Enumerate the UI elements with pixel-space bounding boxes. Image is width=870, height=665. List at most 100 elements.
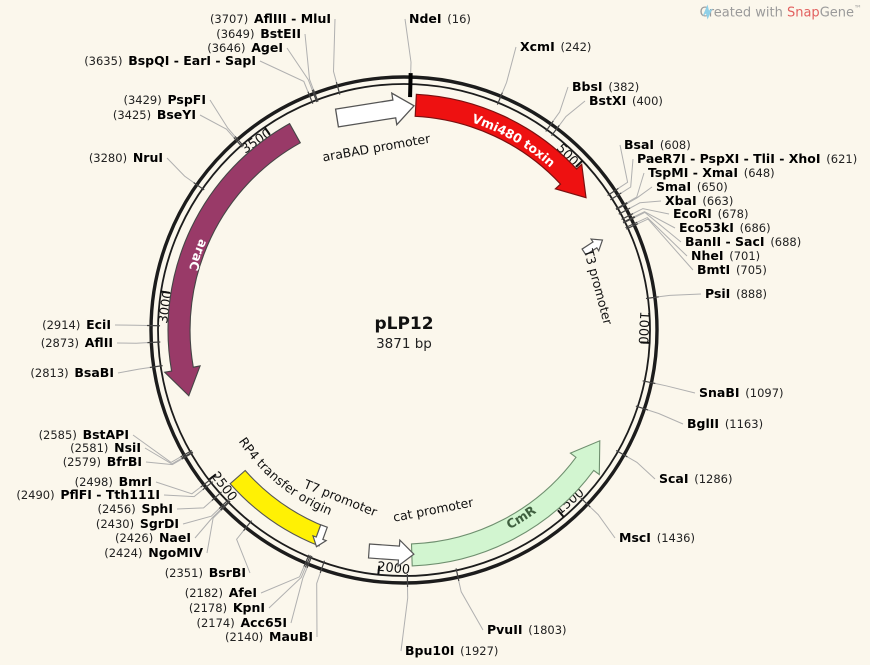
enzyme-site-AflII[interactable]: (2873) AflII [41, 335, 161, 350]
enzyme-label: (2174) Acc65I [196, 615, 287, 630]
enzyme-site-AgeI[interactable]: (3646) AgeI [207, 40, 318, 103]
enzyme-label: (2579) BfrBI [63, 454, 142, 469]
enzyme-label: NheI (701) [691, 248, 760, 263]
enzyme-leader-line [316, 572, 321, 638]
enzyme-site-tick [306, 555, 313, 569]
enzyme-leader-line [268, 567, 306, 609]
enzyme-site-tick [615, 202, 628, 211]
enzyme-site-PflFI-Tth111I[interactable]: (2490) PflFI - Tth111I [16, 481, 214, 502]
enzyme-site-PspFI[interactable]: (3429) PspFI [123, 92, 245, 147]
enzyme-site-NaeI[interactable]: (2426) NaeI [115, 500, 231, 545]
enzyme-site-TspMI-XmaI[interactable]: TspMI - XmaI (648) [615, 165, 775, 210]
enzyme-site-XbaI[interactable]: XbaI (663) [618, 193, 734, 215]
enzyme-leader-line [629, 200, 662, 209]
enzyme-site-tick [623, 216, 636, 224]
enzyme-site-tick [211, 491, 222, 502]
enzyme-leader-line [260, 566, 305, 594]
enzyme-label: (2430) SgrDI [96, 516, 179, 531]
enzyme-site-BsaBI[interactable]: (2813) BsaBI [30, 365, 163, 380]
enzyme-site-tick [180, 449, 193, 458]
enzyme-site-PvuII[interactable]: PvuII (1803) [455, 568, 567, 637]
enzyme-site-NsiI[interactable]: (2581) NsiI [70, 440, 193, 465]
enzyme-site-AflIII-MluI[interactable]: (3707) AflIII - MluI [210, 11, 341, 95]
enzyme-leader-line [501, 46, 517, 93]
plasmid-title: pLP12 [374, 314, 433, 334]
scale-tick-label: 1000 [635, 311, 652, 345]
enzyme-site-BmrI[interactable]: (2498) BmrI [75, 474, 212, 495]
enzyme-site-EciI[interactable]: (2914) EciI [42, 317, 161, 332]
enzyme-site-BstAPI[interactable]: (2585) BstAPI [39, 427, 193, 463]
scale-tick [208, 473, 217, 481]
enzyme-leader-line [559, 100, 586, 126]
enzyme-site-ScaI[interactable]: ScaI (1286) [615, 449, 733, 486]
feature-label-t3: T3 promoter [581, 246, 616, 327]
enzyme-site-Acc65I[interactable]: (2174) Acc65I [196, 555, 313, 630]
enzyme-label: XbaI (663) [665, 193, 733, 208]
enzyme-site-XcmI[interactable]: XcmI (242) [496, 39, 591, 105]
enzyme-site-tick [193, 181, 205, 191]
enzyme-site-Eco53kI[interactable]: Eco53kI (686) [622, 211, 771, 235]
enzyme-label: BbsI (382) [572, 79, 639, 94]
enzyme-label: ScaI (1286) [659, 471, 733, 486]
feature-t7-promoter[interactable] [310, 524, 331, 549]
enzyme-site-BspQI-EarI-SapI[interactable]: (3635) BspQI - EarI - SapI [84, 53, 314, 104]
enzyme-site-tick [307, 91, 314, 104]
enzyme-label: NdeI (16) [409, 11, 471, 26]
enzyme-site-EcoRI[interactable]: EcoRI (678) [621, 206, 749, 221]
feature-cat-promoter[interactable] [367, 538, 415, 568]
enzyme-site-tick [319, 560, 326, 574]
enzyme-site-PaeR7I-PspXI-TliI-XhoI[interactable]: PaeR7I - PspXI - TliI - XhoI (621) [610, 151, 857, 201]
enzyme-site-SmaI[interactable]: SmaI (650) [615, 179, 728, 211]
enzyme-label: Eco53kI (686) [679, 220, 771, 235]
enzyme-site-AfeI[interactable]: (2182) AfeI [185, 554, 310, 600]
enzyme-label: BsaI (608) [624, 137, 691, 152]
enzyme-label: (2426) NaeI [115, 530, 191, 545]
enzyme-leader-line [648, 409, 684, 425]
enzyme-label: (3425) BseYI [113, 107, 196, 122]
enzyme-site-BsaI[interactable]: BsaI (608) [607, 137, 691, 196]
enzyme-site-BmtI[interactable]: BmtI (705) [625, 218, 767, 277]
enzyme-site-NgoMIV[interactable]: (2424) NgoMIV [104, 500, 231, 560]
enzyme-site-BglII[interactable]: BglII (1163) [635, 405, 763, 431]
enzyme-site-Bpu10I[interactable]: Bpu10I (1927) [400, 573, 498, 658]
enzyme-leader-line [626, 172, 645, 203]
enzyme-site-tick [220, 500, 231, 511]
feature-arac[interactable] [163, 122, 302, 397]
feature-cmr[interactable] [410, 439, 601, 567]
enzyme-site-BsrBI[interactable]: (2351) BsrBI [165, 520, 253, 580]
enzyme-site-BanII-SacI[interactable]: BanII - SacI (688) [623, 211, 801, 249]
enzyme-site-NruI[interactable]: (3280) NruI [89, 150, 205, 191]
enzyme-site-SnaBI[interactable]: SnaBI (1097) [642, 380, 784, 400]
plasmid-ring-outer [149, 75, 659, 585]
enzyme-site-MauBI[interactable]: (2140) MauBI [225, 560, 326, 644]
enzyme-site-tick [635, 405, 649, 411]
enzyme-label: (2140) MauBI [225, 629, 313, 644]
enzyme-site-SgrDI[interactable]: (2430) SgrDI [96, 499, 229, 531]
enzyme-site-tick [618, 207, 631, 215]
enzyme-leader-line [182, 508, 220, 525]
enzyme-label: SmaI (650) [656, 179, 728, 194]
enzyme-site-PsiI[interactable]: PsiI (888) [645, 286, 767, 301]
enzyme-site-MscI[interactable]: MscI (1436) [580, 497, 695, 545]
feature-vmi480-toxin[interactable] [414, 93, 587, 199]
enzyme-site-tick [642, 380, 656, 385]
enzyme-label: MscI (1436) [619, 530, 695, 545]
enzyme-site-tick [551, 124, 560, 137]
enzyme-site-BfrBI[interactable]: (2579) BfrBI [63, 452, 194, 469]
enzyme-site-BbsI[interactable]: BbsI (382) [545, 79, 639, 132]
enzyme-site-BstEII[interactable]: (3649) BstEII [216, 26, 319, 102]
enzyme-leader-line [404, 18, 412, 74]
enzyme-site-SphI[interactable]: (2456) SphI [97, 491, 222, 516]
enzyme-site-KpnI[interactable]: (2178) KpnI [189, 555, 311, 615]
enzyme-label: (3280) NruI [89, 150, 163, 165]
enzyme-site-NdeI[interactable]: NdeI (16) [404, 11, 471, 98]
enzyme-site-BseYI[interactable]: (3425) BseYI [113, 107, 243, 148]
enzyme-label: TspMI - XmaI (648) [648, 165, 775, 180]
feature-arabad-promoter[interactable] [334, 90, 416, 134]
enzyme-site-tick [219, 500, 231, 511]
enzyme-site-BstXI[interactable]: BstXI (400) [551, 93, 663, 137]
enzyme-site-NheI[interactable]: NheI (701) [625, 217, 760, 263]
enzyme-site-tick [545, 120, 554, 132]
feature-t3-promoter[interactable] [580, 234, 606, 258]
